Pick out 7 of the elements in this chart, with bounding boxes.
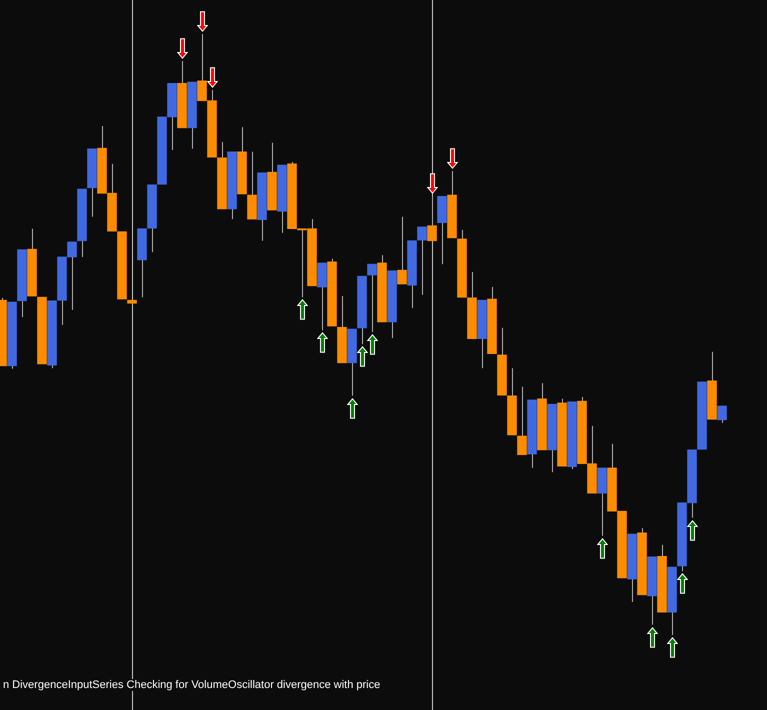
text: n DivergenceInputSeries Checking for VolumeOscillator divergence with price (1, 679, 382, 691)
candlestick (397, 216, 407, 285)
candlestick (427, 196, 437, 242)
candlestick (717, 406, 727, 424)
candlestick (417, 226, 427, 296)
candlestick (367, 264, 377, 333)
candlestick (517, 386, 527, 456)
